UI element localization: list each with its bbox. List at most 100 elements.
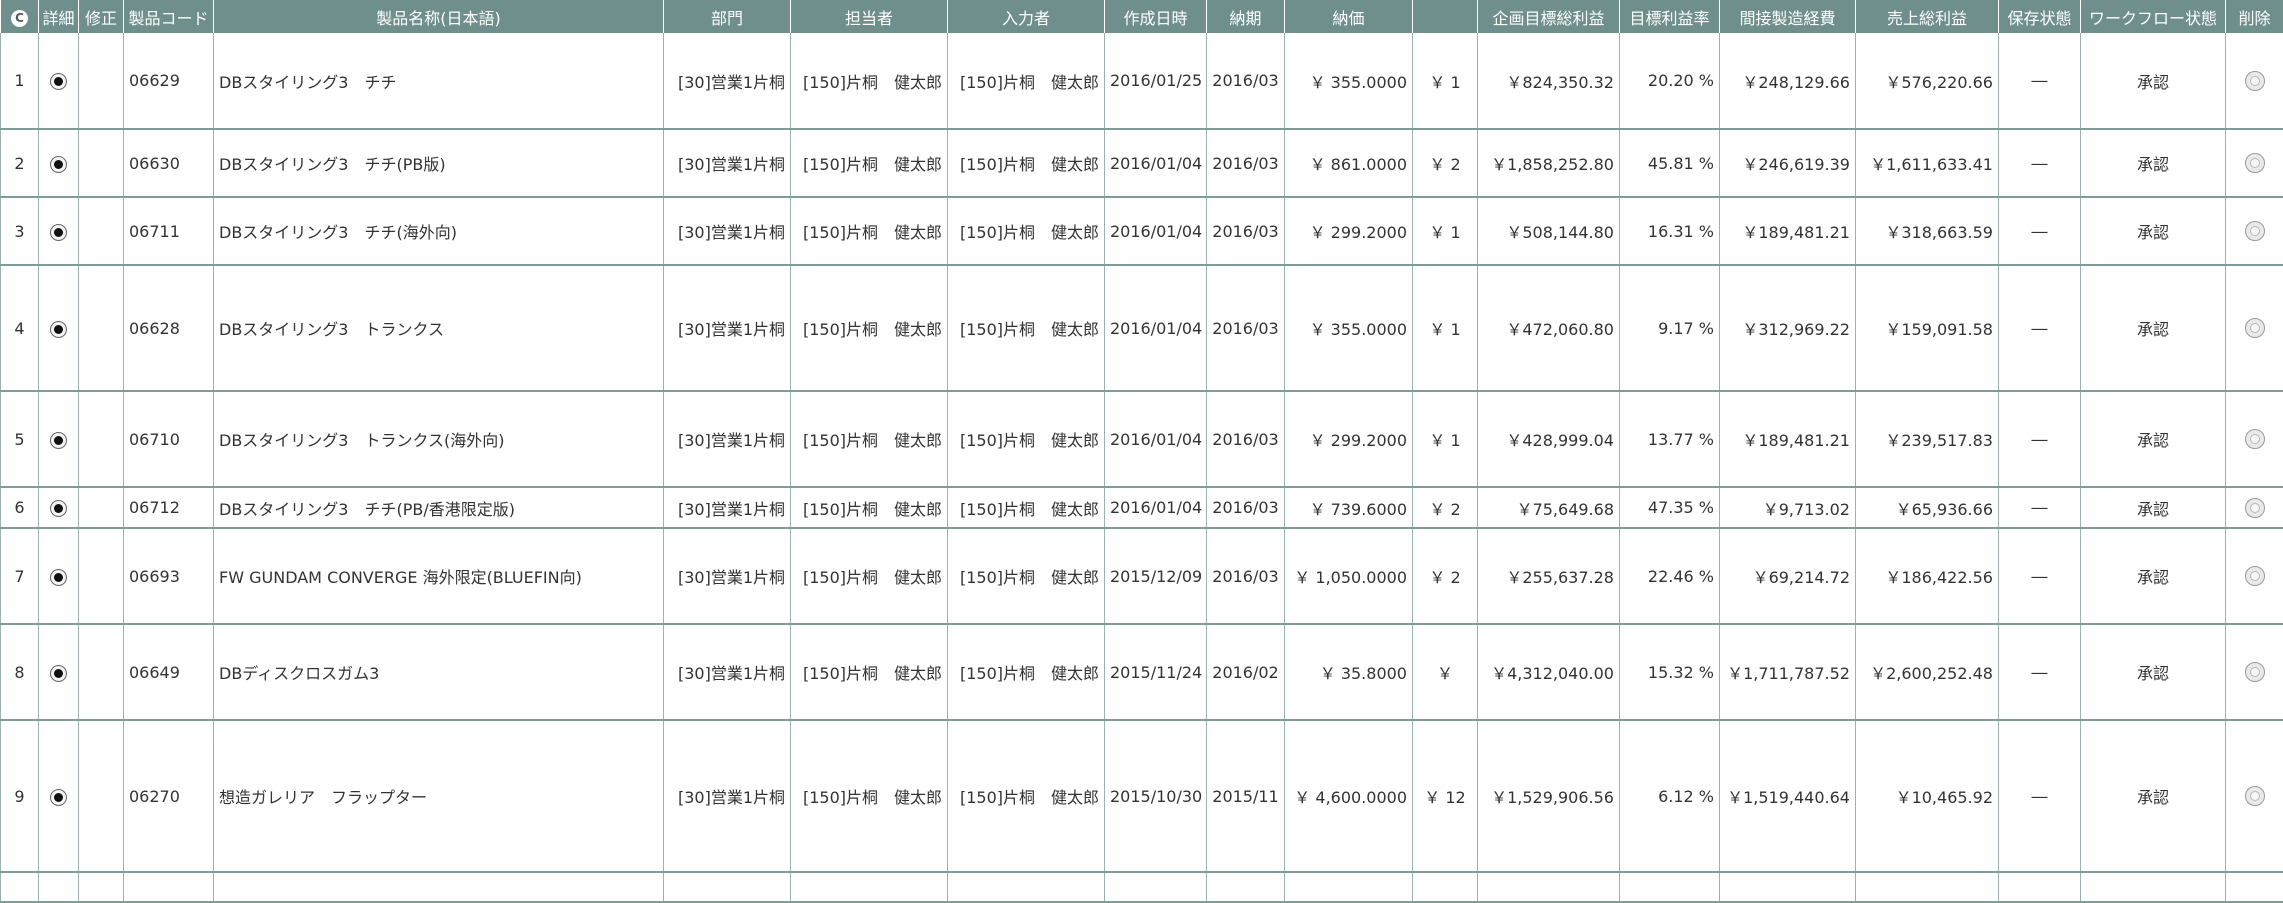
edit-cell xyxy=(79,265,124,391)
workflow-state-cell: 承認 xyxy=(2081,624,2226,720)
created-date-cell: 2016/01/04 xyxy=(1105,391,1207,487)
indirect-cost-cell: ￥189,481.21 xyxy=(1720,391,1856,487)
column-settings-icon[interactable]: C xyxy=(11,10,28,27)
detail-cell[interactable] xyxy=(39,391,79,487)
delete-cell[interactable] xyxy=(2226,129,2283,197)
header-product-code[interactable]: 製品コード xyxy=(124,0,214,33)
detail-cell[interactable] xyxy=(39,487,79,528)
header-due-date[interactable]: 納期 xyxy=(1207,0,1285,33)
delete-icon[interactable] xyxy=(2245,662,2265,682)
workflow-state-cell: 承認 xyxy=(2081,391,2226,487)
created-date-cell: 2015/10/30 xyxy=(1105,720,1207,872)
price-cell: ￥ 4,600.0000 xyxy=(1285,720,1413,872)
delete-icon[interactable] xyxy=(2245,566,2265,586)
detail-cell[interactable] xyxy=(39,265,79,391)
save-state-cell: ― xyxy=(1999,33,2081,129)
delete-cell[interactable] xyxy=(2226,624,2283,720)
delete-icon[interactable] xyxy=(2245,71,2265,91)
header-unit xyxy=(1413,0,1478,33)
indirect-cost-cell: ￥189,481.21 xyxy=(1720,197,1856,265)
header-plan-profit[interactable]: 企画目標総利益 xyxy=(1478,0,1620,33)
product-name-cell: DBスタイリング3 チチ(PB版) xyxy=(214,129,664,197)
header-margin[interactable]: 目標利益率 xyxy=(1620,0,1720,33)
delete-cell[interactable] xyxy=(2226,197,2283,265)
detail-cell[interactable] xyxy=(39,720,79,872)
margin-cell: 16.31 % xyxy=(1620,197,1720,265)
row-number-cell xyxy=(1,872,39,902)
detail-radio-icon[interactable] xyxy=(50,224,67,241)
header-product-name[interactable]: 製品名称(日本語) xyxy=(214,0,664,33)
detail-radio-icon[interactable] xyxy=(50,500,67,517)
edit-cell xyxy=(79,391,124,487)
delete-cell[interactable] xyxy=(2226,528,2283,624)
header-workflow-state[interactable]: ワークフロー状態 xyxy=(2081,0,2226,33)
detail-radio-icon[interactable] xyxy=(50,665,67,682)
manager-cell: [150]片桐 健太郎 xyxy=(791,624,948,720)
delete-cell[interactable] xyxy=(2226,391,2283,487)
header-inputter[interactable]: 入力者 xyxy=(948,0,1105,33)
delete-cell[interactable] xyxy=(2226,872,2283,902)
detail-radio-icon[interactable] xyxy=(50,73,67,90)
detail-radio-icon[interactable] xyxy=(50,321,67,338)
manager-cell: [150]片桐 健太郎 xyxy=(791,487,948,528)
detail-radio-icon[interactable] xyxy=(50,156,67,173)
product-code-cell: 06693 xyxy=(124,528,214,624)
detail-cell[interactable] xyxy=(39,528,79,624)
save-state-cell: ― xyxy=(1999,528,2081,624)
delete-icon[interactable] xyxy=(2245,429,2265,449)
header-created-date[interactable]: 作成日時 xyxy=(1105,0,1207,33)
delete-cell[interactable] xyxy=(2226,33,2283,129)
price-cell: ￥ 35.8000 xyxy=(1285,624,1413,720)
header-price[interactable]: 納価 xyxy=(1285,0,1413,33)
header-indirect-cost[interactable]: 間接製造経費 xyxy=(1720,0,1856,33)
delete-icon[interactable] xyxy=(2245,786,2265,806)
edit-cell xyxy=(79,197,124,265)
table-header: C 詳細 修正 製品コード 製品名称(日本語) 部門 担当者 入力者 作成日時 … xyxy=(1,0,2283,33)
department-cell: [30]営業1片桐 xyxy=(664,391,791,487)
created-date-cell: 2015/11/24 xyxy=(1105,624,1207,720)
detail-cell[interactable] xyxy=(39,33,79,129)
detail-radio-icon[interactable] xyxy=(50,569,67,586)
delete-icon[interactable] xyxy=(2245,153,2265,173)
product-name-cell: DBスタイリング3 トランクス xyxy=(214,265,664,391)
column-settings-header[interactable]: C xyxy=(1,0,39,33)
delete-icon[interactable] xyxy=(2245,318,2265,338)
price-cell: ￥ 739.6000 xyxy=(1285,487,1413,528)
header-detail: 詳細 xyxy=(39,0,79,33)
manager-cell: [150]片桐 健太郎 xyxy=(791,391,948,487)
header-sales-profit[interactable]: 売上総利益 xyxy=(1856,0,1999,33)
delete-cell[interactable] xyxy=(2226,265,2283,391)
department-cell: [30]営業1片桐 xyxy=(664,265,791,391)
delete-cell[interactable] xyxy=(2226,720,2283,872)
header-manager[interactable]: 担当者 xyxy=(791,0,948,33)
table-row[interactable] xyxy=(1,872,2283,902)
delete-icon[interactable] xyxy=(2245,221,2265,241)
detail-cell[interactable] xyxy=(39,197,79,265)
due-date-cell: 2016/03 xyxy=(1207,265,1285,391)
detail-radio-icon[interactable] xyxy=(50,432,67,449)
save-state-cell: ― xyxy=(1999,624,2081,720)
delete-icon[interactable] xyxy=(2245,498,2265,518)
detail-radio-icon[interactable] xyxy=(50,789,67,806)
detail-cell[interactable] xyxy=(39,872,79,902)
workflow-state-cell: 承認 xyxy=(2081,197,2226,265)
detail-cell[interactable] xyxy=(39,624,79,720)
indirect-cost-cell: ￥69,214.72 xyxy=(1720,528,1856,624)
detail-cell[interactable] xyxy=(39,129,79,197)
edit-cell xyxy=(79,487,124,528)
delete-cell[interactable] xyxy=(2226,487,2283,528)
header-save-state[interactable]: 保存状態 xyxy=(1999,0,2081,33)
product-code-cell: 06270 xyxy=(124,720,214,872)
created-date-cell xyxy=(1105,872,1207,902)
header-department[interactable]: 部門 xyxy=(664,0,791,33)
workflow-state-cell: 承認 xyxy=(2081,33,2226,129)
